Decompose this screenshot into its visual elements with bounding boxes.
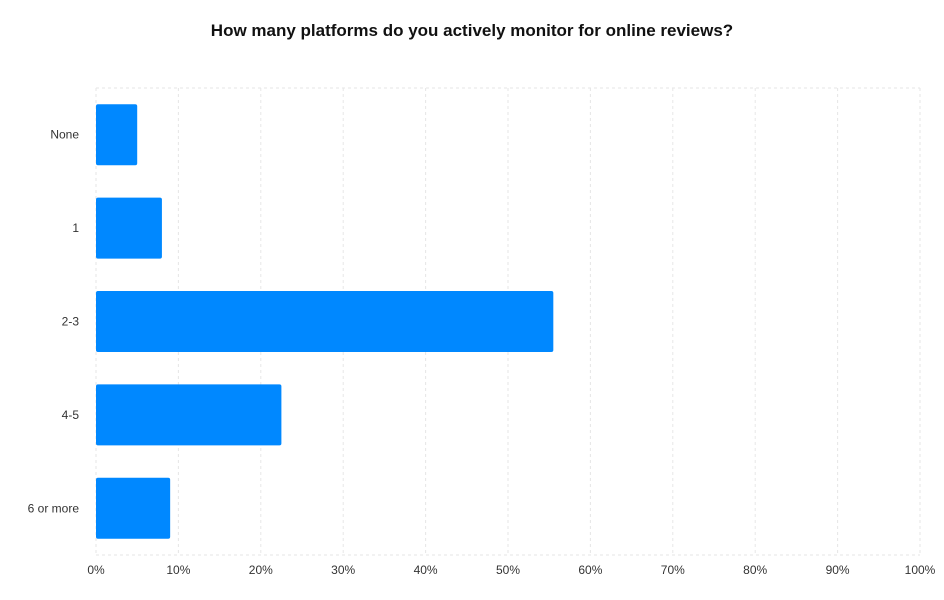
category-axis: None 1 2-3 4-5 6 or more <box>28 128 80 516</box>
value-axis: 0% 10% 20% 30% 40% 50% 60% 70% 80% 90% 100% <box>87 563 935 577</box>
x-tick-label: 100% <box>905 563 936 577</box>
x-tick-label: 40% <box>414 563 438 577</box>
x-tick-label: 20% <box>249 563 273 577</box>
bar-layer <box>96 104 554 539</box>
bar[interactable] <box>96 197 162 259</box>
x-tick-label: 90% <box>826 563 850 577</box>
category-label: 6 or more <box>28 501 80 515</box>
x-tick-label: 80% <box>743 563 767 577</box>
bar[interactable] <box>96 104 138 166</box>
bar[interactable] <box>96 384 282 446</box>
x-tick-label: 10% <box>166 563 190 577</box>
x-tick-label: 70% <box>661 563 685 577</box>
category-label: 2-3 <box>62 315 80 329</box>
bar[interactable] <box>96 291 554 352</box>
x-tick-label: 0% <box>87 563 105 577</box>
chart-title: How many platforms do you actively monit… <box>210 21 734 40</box>
category-label: 4-5 <box>62 408 80 422</box>
category-label: None <box>50 128 79 142</box>
x-tick-label: 60% <box>578 563 602 577</box>
x-tick-label: 50% <box>496 563 520 577</box>
x-tick-label: 30% <box>331 563 355 577</box>
grid-layer <box>95 87 921 556</box>
bar[interactable] <box>96 477 171 539</box>
category-label: 1 <box>72 221 79 235</box>
